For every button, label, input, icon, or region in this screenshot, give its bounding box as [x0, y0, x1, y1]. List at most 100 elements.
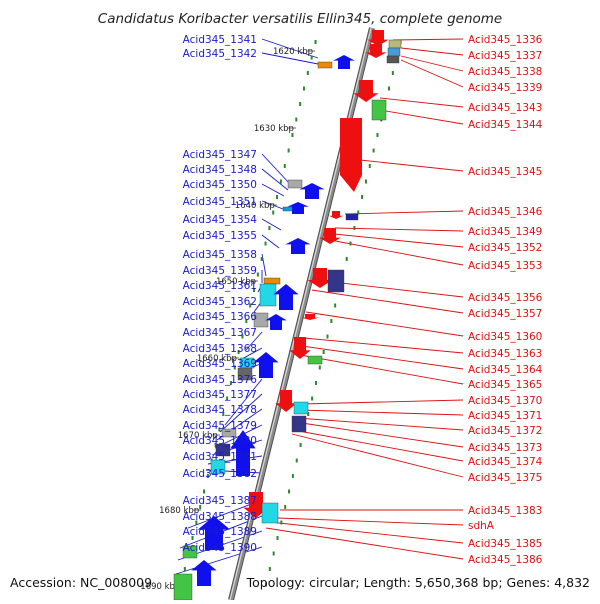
- gene-box-orange: [317, 61, 333, 69]
- reverse-gene-arrow: [275, 390, 297, 412]
- scale-tick-label: 1670 kbp: [178, 431, 218, 441]
- tick-dot: [226, 396, 229, 401]
- reverse-gene-arrow: [301, 314, 319, 320]
- right-leader-line: [400, 47, 464, 56]
- tick-dot: [233, 365, 236, 370]
- tick-dot: [330, 319, 333, 323]
- left-gene-label: Acid345_1366: [183, 311, 258, 323]
- tick-dot: [237, 350, 240, 354]
- tick-dot: [260, 257, 263, 261]
- right-leader-line: [300, 399, 464, 405]
- left-leader-line: [261, 153, 291, 185]
- left-gene-label: Acid345_1379: [183, 420, 257, 432]
- right-gene-label: Acid345_1385: [468, 538, 542, 550]
- right-gene-label: Acid345_1352: [468, 242, 542, 254]
- tick-dot: [253, 288, 256, 292]
- tick-dot: [291, 474, 294, 478]
- tick-dot: [349, 241, 352, 246]
- right-leader-line: [400, 59, 464, 88]
- tick-dot: [353, 226, 356, 230]
- tick-dot: [276, 536, 279, 540]
- right-leader-line: [269, 521, 464, 544]
- left-gene-label: Acid345_1367: [183, 327, 257, 339]
- right-leader-line: [265, 527, 464, 560]
- right-leader-line: [400, 55, 464, 72]
- gene-box-cyan: [210, 459, 226, 475]
- right-gene-label: Acid345_1364: [468, 364, 543, 376]
- gene-box-gray: [221, 428, 237, 438]
- tick-dot: [310, 55, 313, 60]
- reverse-gene-arrow: [289, 337, 311, 359]
- left-gene-label: Acid345_1369: [183, 358, 257, 370]
- reverse-gene-arrow: [353, 80, 379, 102]
- tick-dot: [287, 148, 290, 153]
- reverse-gene-arrow: [367, 30, 389, 46]
- tick-dot: [249, 303, 252, 308]
- right-gene-label: Acid345_1373: [468, 442, 542, 454]
- tick-dot: [245, 319, 248, 323]
- tick-dot: [280, 520, 283, 525]
- left-gene-label: Acid345_1377: [183, 389, 257, 401]
- left-gene-label: Acid345_1348: [183, 164, 257, 176]
- tick-dot: [272, 551, 275, 556]
- right-leader-line: [392, 38, 464, 41]
- gene-box-navy: [327, 269, 345, 293]
- gene-labels: Acid345_1341 Acid345_1342 Acid345_1347 Acid…: [183, 34, 543, 566]
- right-gene-label: Acid345_1363: [468, 348, 542, 360]
- tick-dot: [387, 86, 390, 91]
- tick-dot: [288, 489, 291, 494]
- right-gene-label: Acid345_1383: [468, 505, 542, 517]
- map-title: Candidatus Koribacter versatilis Ellin34…: [97, 11, 503, 27]
- tick-dot: [345, 257, 348, 261]
- right-gene-label: Acid345_1346: [468, 206, 543, 218]
- right-leader-line: [277, 517, 464, 526]
- tick-dot: [314, 381, 317, 385]
- left-gene-label: Acid345_1351: [183, 196, 257, 208]
- scale-tick-label: 1690 kbp: [140, 582, 180, 592]
- right-leader-line: [301, 345, 464, 370]
- gene-box-blue: [387, 47, 401, 57]
- tick-dot: [191, 536, 194, 540]
- left-gene-label: Acid345_1361: [183, 280, 257, 292]
- right-leader-line: [305, 311, 464, 337]
- right-leader-line: [299, 354, 464, 385]
- tick-dot: [272, 210, 275, 215]
- left-gene-label: Acid345_1350: [183, 179, 257, 191]
- right-gene-label: Acid345_1386: [468, 554, 543, 566]
- tick-dot: [372, 148, 375, 153]
- tick-dot: [295, 117, 298, 122]
- gene-box-cyan: [261, 502, 279, 524]
- tick-dot: [264, 582, 267, 587]
- left-leader-line: [175, 546, 263, 575]
- left-gene-label: Acid345_1380: [183, 435, 257, 447]
- right-leader-line: [333, 233, 464, 248]
- scale-tick-label: 1620 kbp: [273, 47, 313, 57]
- left-leader-line: [245, 331, 263, 351]
- reverse-gene-arrow: [328, 211, 344, 219]
- left-gene-label: Acid345_1368: [183, 343, 257, 355]
- tick-dot: [326, 334, 329, 339]
- forward-gene-arrow: [299, 183, 325, 199]
- tick-dot: [334, 303, 337, 308]
- right-gene-label: Acid345_1371: [468, 410, 542, 422]
- right-gene-label: Acid345_1353: [468, 260, 542, 272]
- scale-tick-label: 1640 kbp: [235, 201, 275, 211]
- accession-label: Accession: NC_008009: [10, 575, 153, 590]
- right-gene-label: Acid345_1337: [468, 50, 542, 62]
- right-leader-line: [294, 421, 464, 448]
- reverse-gene-arrow: [319, 228, 341, 244]
- left-leader-line: [261, 52, 319, 65]
- gene-box-orange: [263, 277, 281, 285]
- forward-gene-arrow: [253, 352, 279, 378]
- tick-dot: [361, 195, 364, 199]
- gene-box-cyan: [293, 401, 309, 415]
- right-leader-line: [291, 433, 464, 478]
- left-gene-label: Acid345_1354: [183, 214, 258, 226]
- tick-dot: [318, 365, 321, 370]
- left-leader-line: [224, 378, 263, 426]
- right-gene-label: Acid345_1357: [468, 308, 542, 320]
- right-leader-line: [296, 417, 464, 431]
- tick-dot: [299, 443, 302, 447]
- right-gene-label: Acid345_1345: [468, 166, 542, 178]
- tick-dot: [357, 210, 360, 215]
